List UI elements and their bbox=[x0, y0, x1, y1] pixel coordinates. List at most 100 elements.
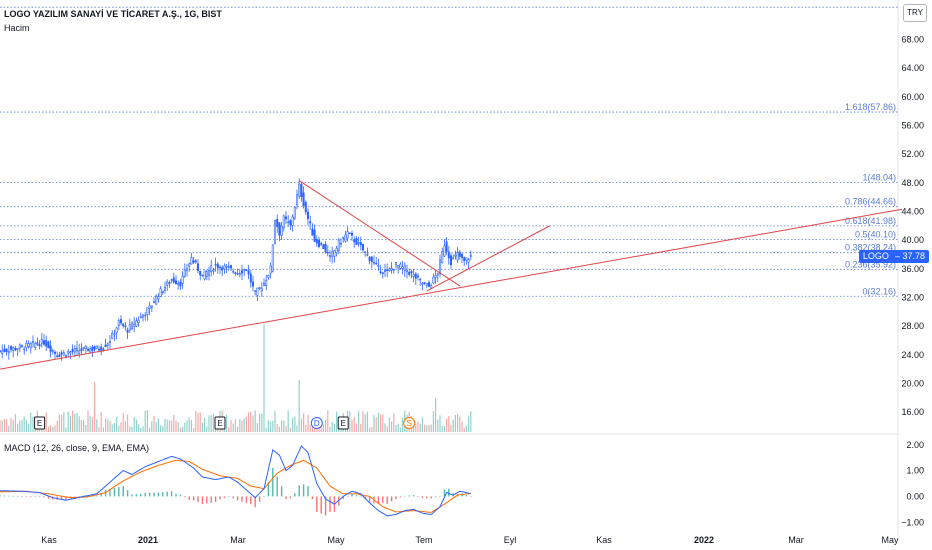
volume-bar bbox=[289, 427, 291, 432]
price-tick-label: 44.00 bbox=[901, 206, 924, 216]
volume-bar bbox=[151, 421, 153, 432]
candle-body bbox=[328, 255, 331, 258]
macd-histogram-bar bbox=[157, 492, 160, 497]
macd-histogram-bar bbox=[346, 496, 349, 498]
macd-label: MACD (12, 26, close, 9, EMA, EMA) bbox=[4, 443, 150, 453]
macd-histogram-bar bbox=[276, 476, 278, 497]
volume-bar bbox=[397, 423, 399, 432]
macd-histogram-bar bbox=[324, 496, 327, 516]
time-tick-label: 2021 bbox=[138, 535, 158, 545]
volume-bar bbox=[107, 419, 109, 432]
volume-bar bbox=[331, 421, 333, 432]
macd-tick-label: 1.00 bbox=[906, 466, 924, 476]
volume-bar bbox=[327, 410, 329, 432]
candle-body bbox=[271, 244, 274, 272]
candle-body bbox=[223, 265, 226, 270]
candle-body bbox=[386, 269, 389, 271]
event-marker bbox=[310, 417, 323, 429]
candle-body bbox=[346, 231, 349, 239]
volume-bar bbox=[234, 419, 236, 432]
macd-histogram-bar bbox=[201, 496, 204, 505]
volume-bar bbox=[188, 417, 190, 432]
candle-body bbox=[18, 344, 21, 349]
macd-histogram-bar bbox=[104, 489, 107, 497]
candle-body bbox=[221, 267, 224, 271]
macd-histogram-bar bbox=[135, 494, 138, 497]
volume-bar bbox=[239, 418, 241, 432]
candle-body bbox=[100, 346, 103, 352]
fib-level-label: 0.382(38.24) bbox=[845, 243, 896, 253]
candle-body bbox=[364, 251, 367, 253]
price-tick-label: 48.00 bbox=[901, 178, 924, 188]
volume-bar bbox=[21, 419, 23, 432]
candle-body bbox=[397, 265, 400, 269]
candle-body bbox=[38, 344, 41, 347]
candle-body bbox=[278, 222, 281, 236]
candle-body bbox=[280, 225, 283, 236]
candle-body bbox=[131, 322, 134, 329]
volume-bar bbox=[113, 423, 115, 432]
macd-histogram-bar bbox=[311, 496, 314, 499]
candle-body bbox=[230, 265, 233, 269]
volume-bar bbox=[336, 411, 338, 432]
candle-body bbox=[252, 281, 255, 287]
macd-histogram-bar bbox=[65, 496, 67, 500]
volume-bar bbox=[263, 324, 265, 432]
candle-body bbox=[69, 351, 72, 354]
candle-body bbox=[183, 269, 186, 277]
volume-bar bbox=[52, 426, 54, 432]
candle-body bbox=[190, 257, 193, 265]
candle-body bbox=[80, 348, 83, 352]
candle-body bbox=[416, 275, 419, 278]
volume-bar bbox=[287, 410, 289, 432]
volume-bar bbox=[380, 414, 382, 432]
macd-histogram-bar bbox=[206, 496, 208, 504]
macd-histogram-bar bbox=[60, 496, 63, 500]
volume-bar bbox=[212, 414, 214, 432]
volume-bar bbox=[58, 414, 60, 432]
candle-body bbox=[166, 281, 169, 286]
volume-bar bbox=[50, 425, 52, 432]
event-marker-label: E bbox=[37, 419, 42, 428]
macd-histogram-bar bbox=[404, 495, 406, 497]
candle-body bbox=[463, 257, 466, 262]
volume-bar bbox=[303, 413, 305, 432]
candle-body bbox=[456, 252, 459, 261]
macd-histogram-bar bbox=[351, 493, 353, 497]
volume-bar bbox=[171, 420, 173, 432]
price-tag-value: 37.78 bbox=[902, 251, 925, 261]
candle-body bbox=[405, 270, 408, 273]
volume-bar bbox=[72, 410, 74, 432]
volume-bar bbox=[250, 411, 252, 432]
volume-bar bbox=[283, 420, 285, 432]
candle-body bbox=[71, 348, 74, 352]
candle-body bbox=[445, 241, 448, 252]
candle-body bbox=[142, 314, 145, 318]
volume-bar bbox=[175, 420, 177, 432]
candle-body bbox=[361, 243, 364, 251]
volume-bar bbox=[168, 420, 170, 432]
macd-histogram-bar bbox=[386, 496, 388, 504]
volume-bar bbox=[69, 416, 71, 432]
event-marker bbox=[214, 416, 226, 430]
price-tick-label: 20.00 bbox=[901, 378, 924, 388]
volume-bar bbox=[454, 415, 456, 432]
volume-bar bbox=[89, 416, 91, 432]
candle-body bbox=[232, 271, 235, 273]
volume-bar bbox=[162, 426, 164, 432]
volume-bar bbox=[437, 419, 439, 432]
currency-button[interactable]: TRY bbox=[903, 4, 927, 22]
candle-body bbox=[449, 255, 452, 266]
volume-bar bbox=[300, 418, 302, 432]
fib-level-label: 0.618(41.98) bbox=[845, 216, 896, 226]
macd-histogram-bar bbox=[109, 488, 111, 497]
candle-body bbox=[273, 219, 276, 244]
volume-bar bbox=[98, 427, 100, 432]
price-tick-label: 24.00 bbox=[901, 350, 924, 360]
candle-body bbox=[289, 220, 292, 225]
candle-body bbox=[216, 263, 219, 269]
candle-body bbox=[322, 244, 325, 250]
macd-histogram-bar bbox=[179, 494, 182, 497]
candle-body bbox=[236, 273, 239, 275]
